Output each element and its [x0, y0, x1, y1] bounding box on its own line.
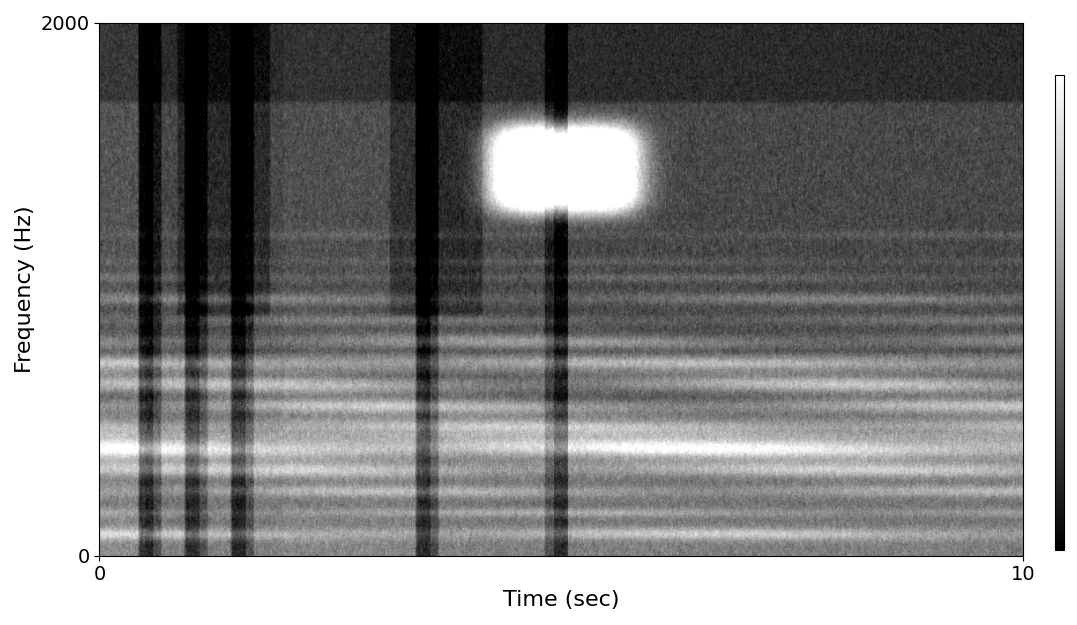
- Y-axis label: Frequency (Hz): Frequency (Hz): [15, 205, 34, 373]
- X-axis label: Time (sec): Time (sec): [503, 590, 619, 610]
